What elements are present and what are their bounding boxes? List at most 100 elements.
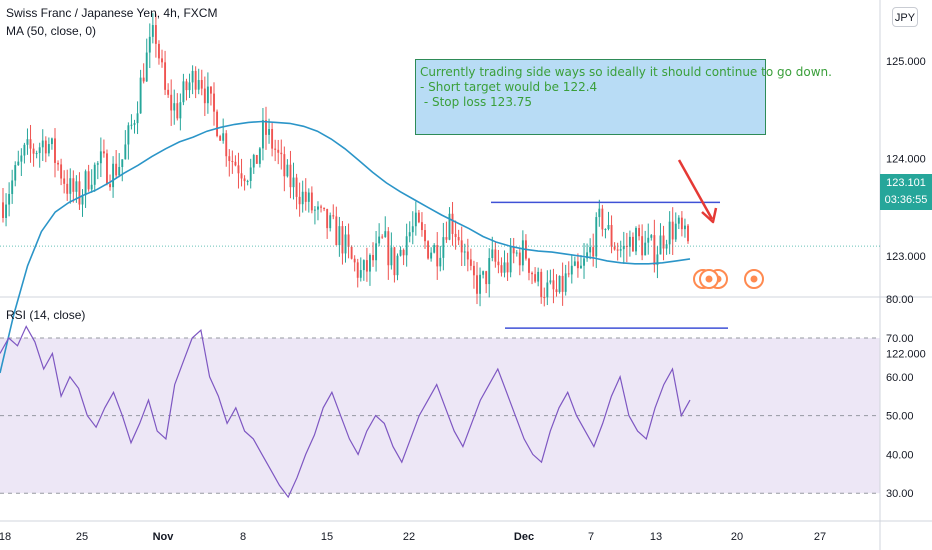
candle-body	[601, 208, 604, 230]
candle-body	[265, 120, 267, 135]
currency-badge[interactable]: JPY	[892, 7, 918, 27]
candle-body	[433, 245, 436, 253]
candle-body	[463, 251, 466, 253]
candle-body	[411, 226, 414, 233]
drawings-layer	[491, 159, 764, 329]
candle-body	[167, 89, 170, 95]
candle-body	[139, 77, 142, 114]
candle-body	[170, 94, 173, 111]
candle-body	[124, 144, 127, 160]
candle-body	[317, 206, 319, 210]
candle-body	[102, 151, 105, 154]
candle-body	[613, 246, 616, 250]
rsi-legend: RSI (14, close)	[6, 308, 86, 322]
candle-body	[96, 163, 99, 165]
candle-body	[460, 240, 463, 253]
candle-body	[390, 247, 393, 266]
price-axis-tick: 122.000	[886, 349, 926, 361]
candle-body	[362, 260, 365, 271]
annotation-box[interactable]: Currently trading side ways so ideally i…	[415, 59, 832, 135]
candle-body	[298, 196, 301, 205]
candle-body	[14, 165, 17, 181]
down-arrow-head	[701, 207, 718, 224]
candle-body	[213, 93, 215, 112]
candle-body	[558, 275, 561, 293]
candle-body	[38, 147, 41, 154]
ma-layer	[0, 120, 691, 374]
candle-body	[372, 255, 374, 261]
annotation-line: - Short target would be 122.4	[420, 80, 598, 94]
candle-body	[326, 209, 329, 229]
candle-body	[243, 178, 246, 182]
chart-title: Swiss Franc / Japanese Yen, 4h, FXCM	[6, 6, 218, 20]
candle-body	[112, 163, 115, 188]
candle-body	[414, 212, 417, 227]
candle-body	[142, 77, 145, 82]
economic-event-dot	[750, 275, 758, 283]
candle-body	[47, 144, 50, 154]
candle-body	[332, 215, 335, 217]
candle-body	[106, 153, 108, 185]
time-axis-tick: 7	[588, 531, 594, 543]
candle-body	[671, 221, 674, 240]
candle-body	[497, 261, 500, 266]
candle-body	[616, 249, 619, 251]
down-arrow-shaft	[677, 159, 714, 220]
candle-body	[359, 270, 362, 278]
candle-body	[518, 252, 521, 266]
rsi-line	[0, 325, 691, 499]
candle-body	[589, 247, 592, 253]
candle-body	[209, 86, 212, 94]
candle-body	[476, 275, 478, 294]
candle-body	[289, 164, 292, 188]
candle-body	[515, 252, 518, 254]
candle-body	[164, 62, 167, 90]
candle-body	[301, 191, 304, 205]
candle-body	[509, 246, 512, 273]
candle-body	[408, 232, 411, 237]
candle-body	[182, 81, 185, 103]
economic-event-dot	[705, 275, 713, 283]
candle-body	[350, 246, 353, 259]
candle-body	[109, 184, 111, 188]
candle-body	[271, 129, 274, 149]
candle-body	[237, 165, 240, 174]
ma-line	[0, 120, 691, 374]
time-axis-tick: 18	[0, 531, 11, 543]
candle-body	[338, 226, 341, 246]
candle-body	[2, 202, 4, 218]
candle-body	[35, 153, 38, 155]
candle-body	[619, 249, 622, 251]
candle-body	[531, 272, 533, 275]
candle-body	[347, 234, 350, 247]
candle-body	[369, 255, 371, 272]
candle-body	[445, 237, 448, 240]
candle-body	[145, 52, 148, 82]
candle-body	[494, 249, 497, 262]
candle-body	[567, 273, 570, 275]
candle-body	[622, 245, 625, 250]
candle-body	[11, 180, 14, 194]
candle-body	[258, 148, 261, 164]
candle-body	[421, 222, 423, 231]
candle-body	[439, 257, 442, 267]
candle-body	[75, 181, 78, 192]
candle-body	[32, 148, 35, 154]
last-price-badge: 123.101 03:36:55	[880, 174, 932, 210]
candle-body	[683, 225, 686, 230]
candle-body	[521, 240, 524, 266]
candle-body	[638, 228, 641, 237]
candle-body	[255, 154, 258, 164]
candle-body	[194, 70, 197, 90]
candle-body	[222, 133, 225, 141]
candle-body	[231, 161, 234, 163]
candle-body	[292, 177, 295, 188]
candle-body	[396, 255, 399, 276]
annotation-line: - Stop loss 123.75	[420, 95, 533, 109]
candle-body	[84, 171, 87, 196]
candle-body	[8, 193, 11, 205]
time-axis-tick: Nov	[153, 531, 175, 543]
candle-body	[610, 224, 613, 247]
candle-body	[78, 181, 81, 205]
candle-body	[546, 282, 549, 298]
